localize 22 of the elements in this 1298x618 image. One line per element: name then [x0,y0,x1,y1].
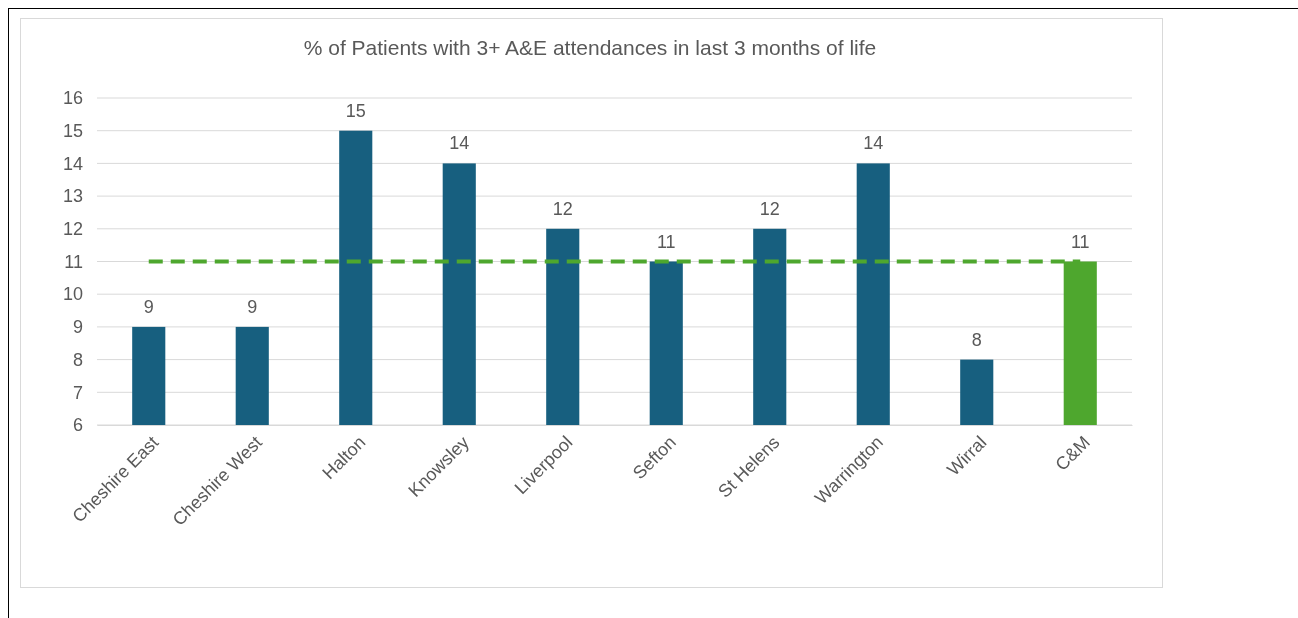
y-tick-label: 15 [62,120,83,141]
data-label: 9 [143,296,154,317]
y-tick-label: 7 [72,382,83,403]
data-label: 15 [345,100,366,121]
y-tick-label: 10 [62,284,83,305]
data-label: 9 [247,296,258,317]
data-label: 14 [449,133,470,154]
y-tick-label: 8 [72,349,83,370]
data-label: 11 [656,231,676,252]
y-tick-label: 9 [72,317,83,338]
y-tick-label: 16 [62,88,83,109]
data-label: 12 [552,198,573,219]
chart-title: % of Patients with 3+ A&E attendances in last 3 months of life [303,36,877,59]
data-label: 11 [1070,231,1090,252]
y-tick-label: 6 [72,415,83,436]
y-tick-label: 13 [62,186,83,207]
data-label: 8 [971,329,982,350]
y-tick-label: 11 [64,251,83,272]
data-label: 14 [863,133,884,154]
y-tick-label: 12 [62,219,83,240]
data-label: 12 [759,198,780,219]
y-tick-label: 14 [62,153,83,174]
